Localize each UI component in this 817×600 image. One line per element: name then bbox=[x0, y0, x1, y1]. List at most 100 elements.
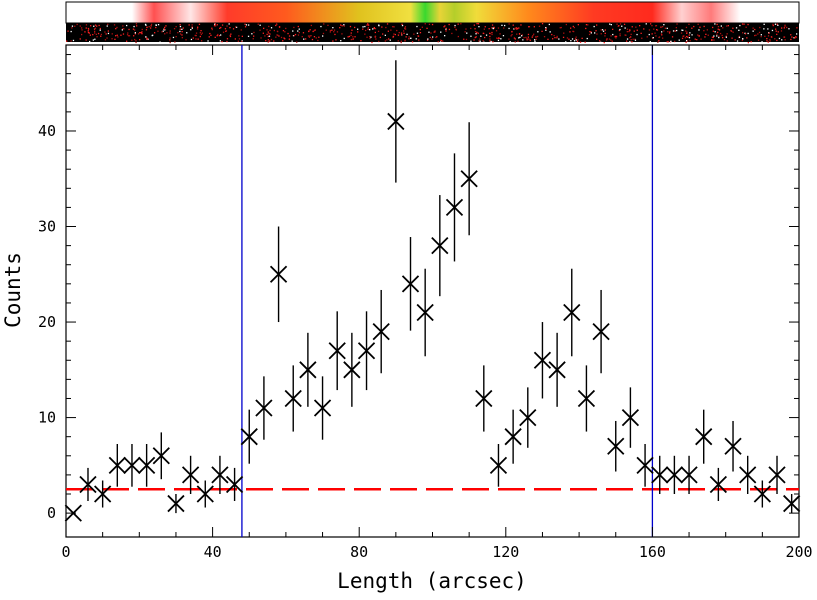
x-marker bbox=[489, 456, 508, 474]
data-point bbox=[372, 289, 390, 374]
data-point bbox=[401, 237, 420, 331]
x-marker bbox=[519, 408, 537, 427]
x-marker bbox=[548, 361, 566, 379]
x-marker bbox=[445, 198, 464, 217]
axis-ticks: 0 40 80 120 160 200 0 10 20 30 40 bbox=[38, 45, 813, 561]
x-marker bbox=[343, 361, 361, 379]
data-point bbox=[563, 268, 581, 357]
data-point bbox=[211, 455, 229, 495]
data-point bbox=[592, 289, 610, 374]
data-point bbox=[167, 494, 185, 514]
x-tick-label: 160 bbox=[639, 543, 666, 561]
x-marker bbox=[592, 322, 610, 341]
x-marker bbox=[783, 494, 801, 513]
data-point bbox=[94, 480, 112, 508]
x-marker bbox=[431, 236, 449, 255]
x-marker bbox=[768, 466, 786, 484]
x-marker bbox=[284, 389, 302, 408]
x-marker bbox=[607, 437, 625, 455]
x-tick-label: 80 bbox=[350, 543, 368, 561]
data-point bbox=[299, 332, 317, 407]
data-point bbox=[357, 311, 376, 391]
data-point bbox=[753, 480, 771, 508]
data-point bbox=[709, 467, 728, 502]
x-marker bbox=[196, 485, 214, 503]
data-point bbox=[255, 376, 273, 440]
data-point bbox=[313, 376, 332, 440]
data-point bbox=[724, 420, 742, 472]
x-marker bbox=[665, 466, 684, 484]
image-strip bbox=[65, 1, 800, 44]
x-marker bbox=[137, 456, 156, 474]
x-marker bbox=[460, 170, 478, 188]
data-point bbox=[636, 443, 654, 487]
y-tick-label: 0 bbox=[47, 504, 56, 522]
x-axis-label: Length (arcsec) bbox=[337, 569, 527, 593]
x-marker bbox=[108, 456, 126, 474]
x-tick-label: 40 bbox=[204, 543, 222, 561]
x-marker bbox=[695, 428, 713, 446]
data-point bbox=[533, 322, 552, 399]
y-tick-label: 30 bbox=[38, 218, 56, 236]
x-marker bbox=[636, 456, 654, 474]
data-point bbox=[680, 455, 698, 495]
x-marker bbox=[753, 485, 771, 503]
data-point bbox=[621, 387, 640, 448]
x-marker bbox=[416, 303, 434, 322]
data-point bbox=[328, 311, 346, 391]
x-marker bbox=[621, 408, 640, 427]
y-tick-label: 20 bbox=[38, 313, 56, 331]
data-point bbox=[768, 455, 786, 495]
data-point bbox=[269, 226, 288, 323]
x-marker bbox=[563, 303, 581, 322]
data-point bbox=[196, 480, 214, 508]
x-marker bbox=[739, 466, 757, 484]
data-point bbox=[665, 455, 684, 495]
data-point bbox=[548, 332, 566, 407]
data-point bbox=[460, 122, 478, 236]
x-marker bbox=[724, 437, 742, 455]
x-marker bbox=[123, 456, 141, 474]
x-marker bbox=[651, 466, 669, 484]
extraction-boundary-lines bbox=[241, 45, 654, 537]
data-point bbox=[181, 455, 200, 495]
data-point bbox=[504, 409, 522, 464]
data-points bbox=[64, 60, 801, 522]
x-marker bbox=[709, 475, 728, 494]
data-point bbox=[152, 432, 170, 480]
x-tick-label: 200 bbox=[785, 543, 812, 561]
data-point bbox=[607, 420, 625, 472]
x-marker bbox=[680, 466, 698, 484]
data-point bbox=[284, 365, 302, 432]
data-point bbox=[79, 467, 97, 502]
data-point bbox=[108, 443, 126, 487]
data-point bbox=[577, 365, 596, 432]
data-point bbox=[695, 409, 713, 464]
data-point bbox=[387, 60, 405, 183]
data-point bbox=[416, 268, 434, 357]
x-marker bbox=[225, 475, 244, 494]
data-point bbox=[137, 443, 156, 487]
x-marker bbox=[64, 504, 82, 522]
data-point bbox=[240, 409, 258, 464]
x-marker bbox=[79, 475, 97, 494]
x-marker bbox=[328, 342, 346, 360]
data-point bbox=[431, 195, 449, 297]
x-marker bbox=[577, 389, 596, 408]
x-marker bbox=[313, 399, 332, 417]
x-marker bbox=[357, 342, 376, 360]
y-tick-label: 10 bbox=[38, 409, 56, 427]
data-point bbox=[783, 494, 801, 514]
x-marker bbox=[504, 428, 522, 446]
data-point bbox=[225, 467, 244, 502]
x-marker bbox=[387, 112, 405, 131]
x-marker bbox=[181, 466, 200, 484]
x-tick-label: 0 bbox=[61, 543, 70, 561]
x-marker bbox=[255, 399, 273, 417]
x-marker bbox=[475, 389, 493, 408]
data-point bbox=[343, 332, 361, 407]
x-marker bbox=[533, 351, 552, 369]
data-point bbox=[123, 443, 141, 487]
x-marker bbox=[299, 361, 317, 379]
